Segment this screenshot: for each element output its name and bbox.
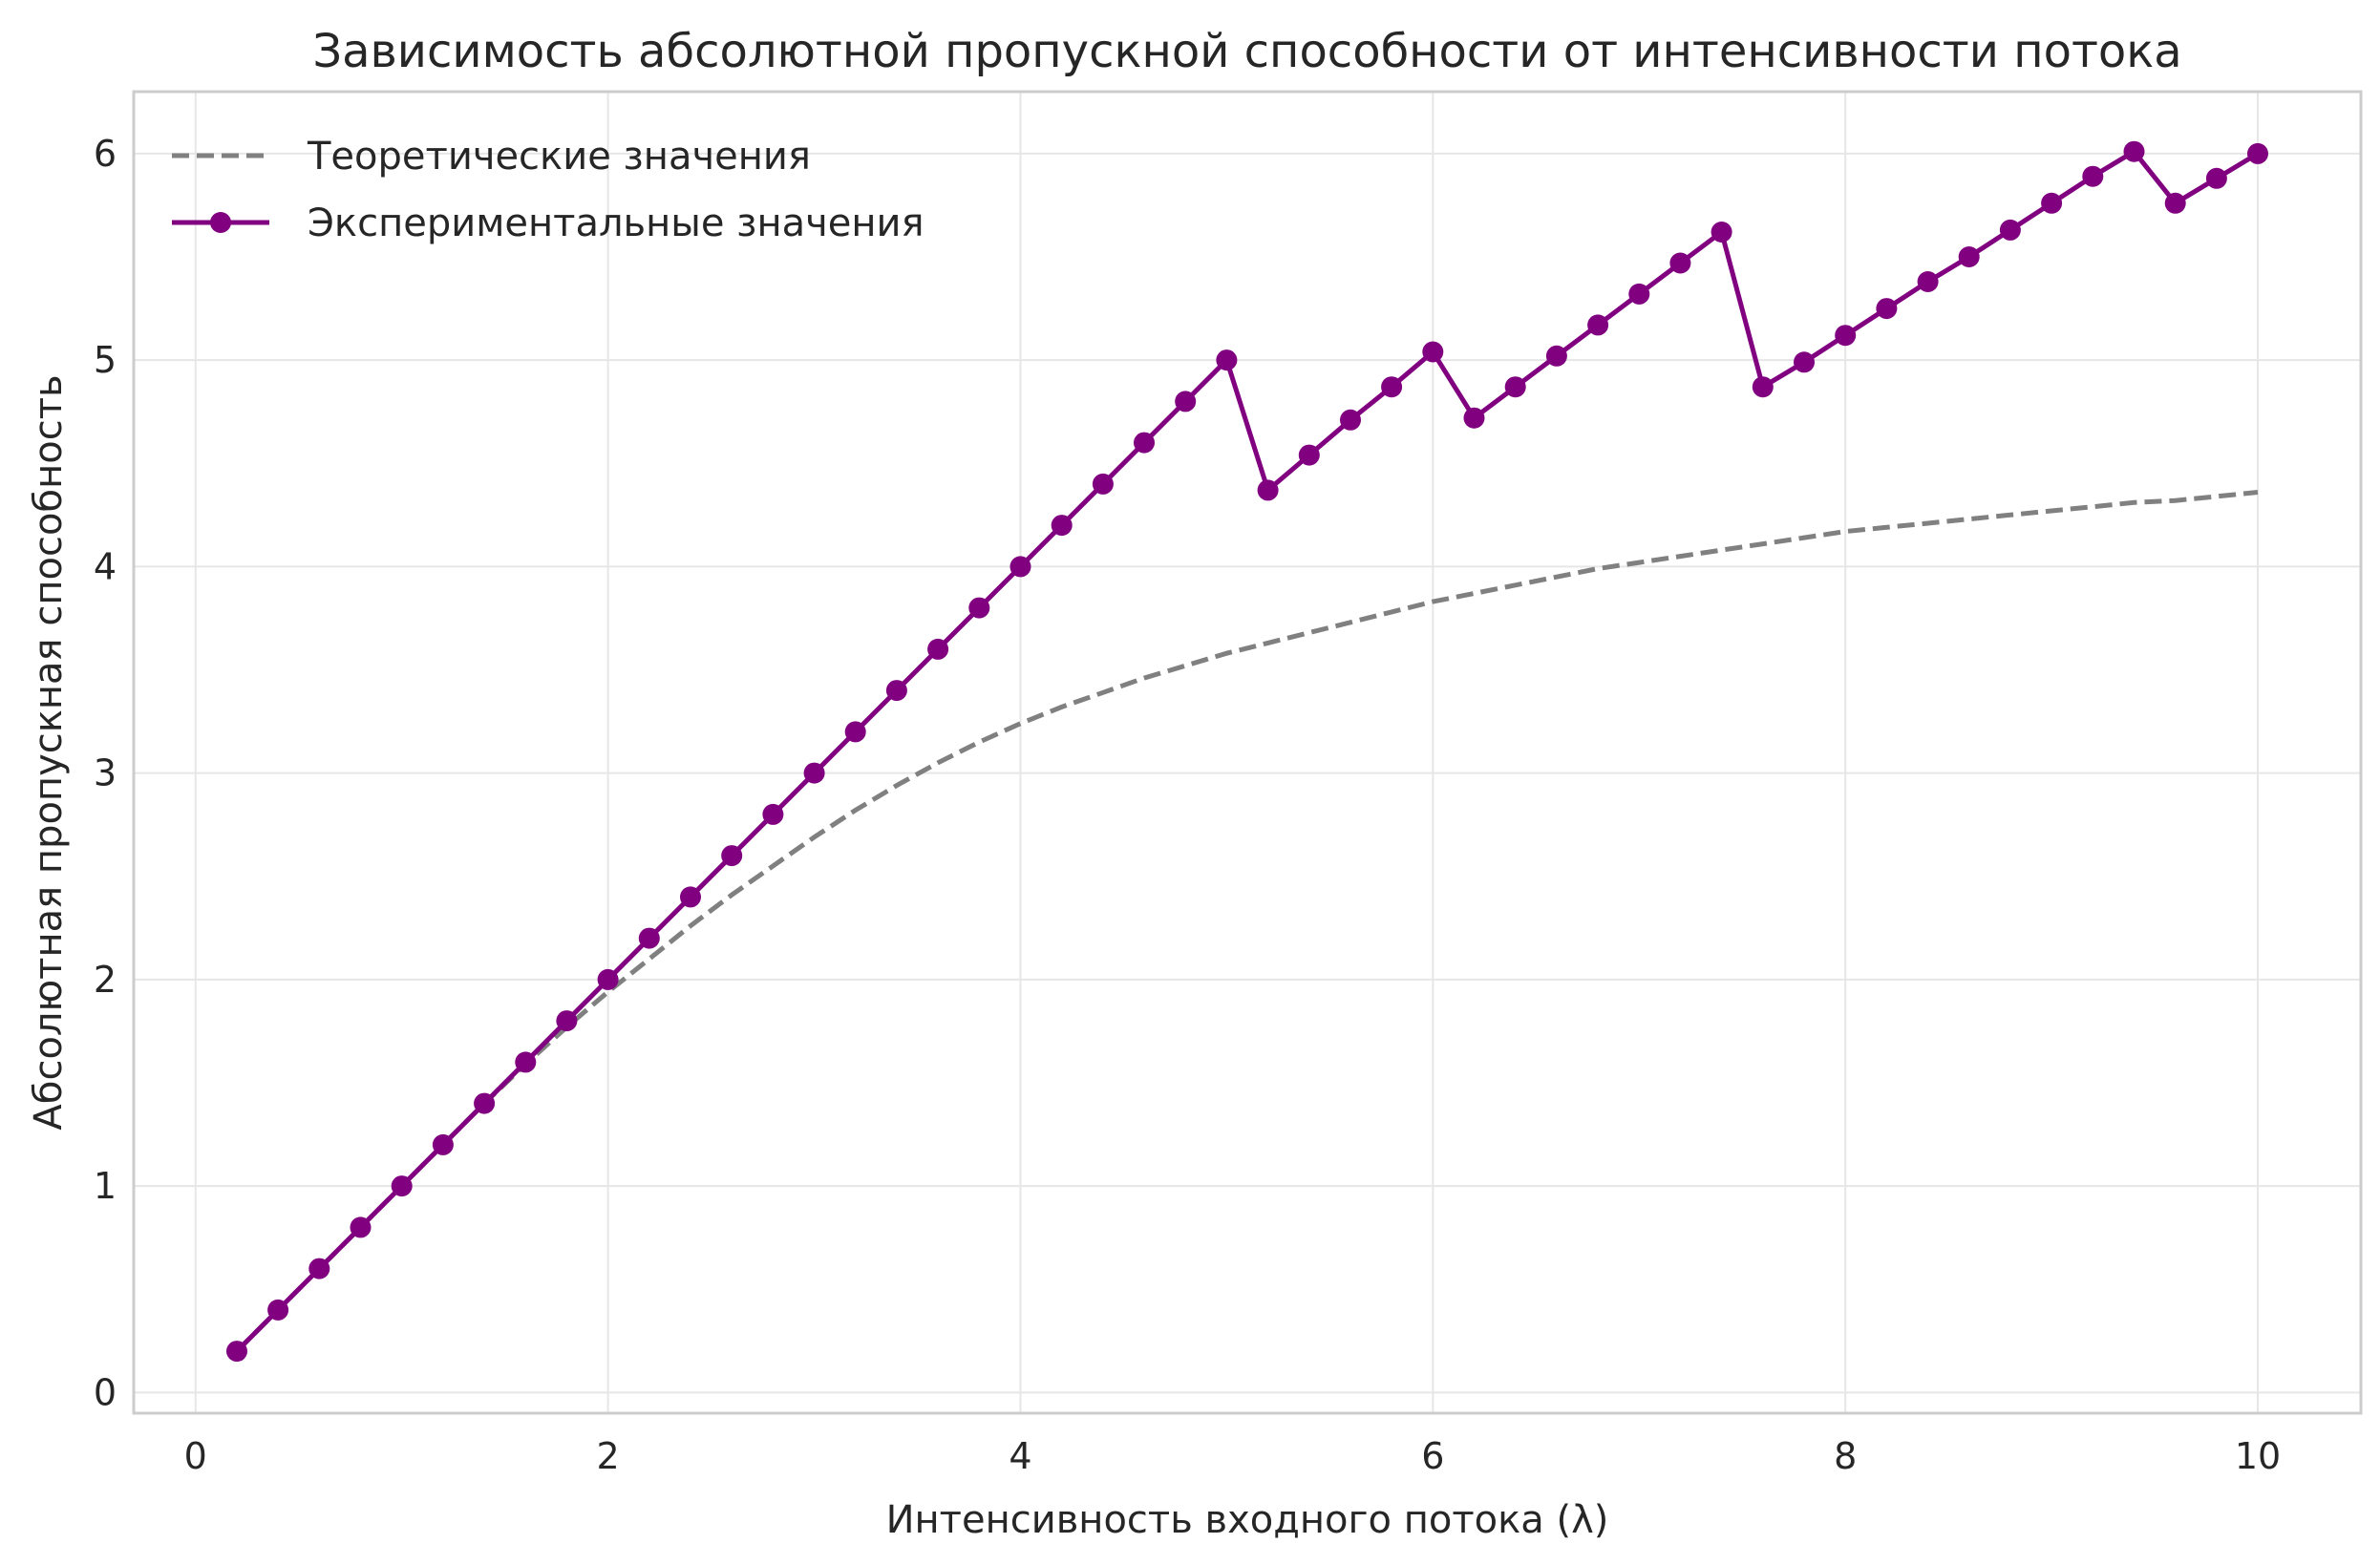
chart-title: Зависимость абсолютной пропускной способ… — [312, 25, 2181, 78]
data-point-experimental — [2164, 192, 2186, 214]
data-point-experimental — [1422, 341, 1444, 363]
data-point-experimental — [1504, 376, 1526, 398]
data-point-experimental — [432, 1133, 454, 1155]
data-point-experimental — [638, 927, 660, 949]
data-point-experimental — [1628, 283, 1650, 305]
data-point-experimental — [1711, 222, 1732, 243]
x-tick-label: 6 — [1421, 1435, 1444, 1477]
y-tick-label: 5 — [94, 339, 117, 381]
data-point-experimental — [350, 1216, 372, 1238]
legend: Теоретические значения Экспериментальные… — [172, 135, 924, 245]
legend-marker-experimental — [210, 212, 231, 233]
data-point-experimental — [1134, 432, 1155, 454]
data-point-experimental — [1835, 325, 1857, 347]
grid — [134, 92, 2361, 1413]
x-tick-label: 0 — [184, 1435, 207, 1477]
series-line-theoretical — [235, 490, 2259, 1353]
data-point-experimental — [267, 1299, 289, 1321]
data-point-experimental — [803, 762, 825, 784]
data-point-experimental — [226, 1341, 247, 1363]
data-point-experimental — [1587, 314, 1609, 336]
x-tick-label: 4 — [1009, 1435, 1031, 1477]
data-point-experimental — [556, 1010, 578, 1032]
data-point-experimental — [1752, 376, 1774, 398]
y-tick-label: 2 — [94, 959, 117, 1001]
data-point-experimental — [308, 1258, 330, 1279]
data-point-experimental — [515, 1051, 537, 1073]
data-point-experimental — [1257, 479, 1279, 501]
data-point-experimental — [844, 721, 866, 743]
legend-label-experimental: Экспериментальные значения — [308, 201, 924, 245]
data-point-experimental — [1051, 515, 1073, 537]
data-point-experimental — [1669, 252, 1691, 274]
x-tick-label: 10 — [2235, 1435, 2281, 1477]
data-point-experimental — [1381, 376, 1403, 398]
data-point-experimental — [1876, 298, 1898, 320]
x-tick-label: 8 — [1834, 1435, 1857, 1477]
data-point-experimental — [721, 845, 743, 867]
data-point-experimental — [474, 1092, 496, 1114]
data-point-experimental — [1216, 349, 1238, 371]
data-point-experimental — [1175, 391, 1197, 412]
plot-background — [134, 92, 2361, 1413]
y-tick-labels: 0 1 2 3 4 5 6 — [94, 133, 117, 1414]
y-tick-label: 3 — [94, 752, 117, 794]
y-tick-label: 0 — [94, 1371, 117, 1413]
data-point-experimental — [2123, 140, 2145, 162]
data-point-experimental — [968, 597, 990, 619]
data-point-experimental — [2247, 142, 2268, 164]
data-point-experimental — [1545, 345, 1567, 367]
data-point-experimental — [1999, 219, 2021, 241]
data-point-experimental — [762, 803, 784, 825]
data-point-experimental — [1958, 246, 1980, 267]
data-point-experimental — [1298, 444, 1320, 466]
data-point-experimental — [1917, 271, 1939, 292]
data-point-experimental — [927, 638, 949, 660]
legend-label-theoretical: Теоретические значения — [307, 135, 811, 179]
data-point-experimental — [885, 680, 907, 702]
x-axis-label: Интенсивность входного потока (λ) — [886, 1498, 1609, 1542]
data-point-experimental — [1463, 407, 1485, 429]
x-tick-label: 2 — [597, 1435, 620, 1477]
data-point-experimental — [1794, 351, 1815, 373]
data-point-experimental — [1092, 473, 1114, 495]
plot-frame — [132, 90, 2363, 1415]
data-point-experimental — [2041, 192, 2063, 214]
x-tick-labels: 0 2 4 6 8 10 — [184, 1435, 2282, 1477]
data-point-experimental — [597, 968, 619, 990]
data-point-experimental — [2082, 165, 2104, 187]
series-layer — [226, 140, 2268, 1363]
y-axis-label: Абсолютная пропускная способность — [27, 374, 71, 1130]
data-point-experimental — [1340, 409, 1361, 431]
data-point-experimental — [391, 1175, 413, 1197]
y-tick-label: 4 — [94, 545, 117, 587]
data-point-experimental — [1009, 556, 1031, 578]
y-tick-label: 1 — [94, 1165, 117, 1207]
y-tick-label: 6 — [94, 133, 117, 175]
data-point-experimental — [680, 886, 701, 908]
data-point-experimental — [2205, 167, 2227, 189]
